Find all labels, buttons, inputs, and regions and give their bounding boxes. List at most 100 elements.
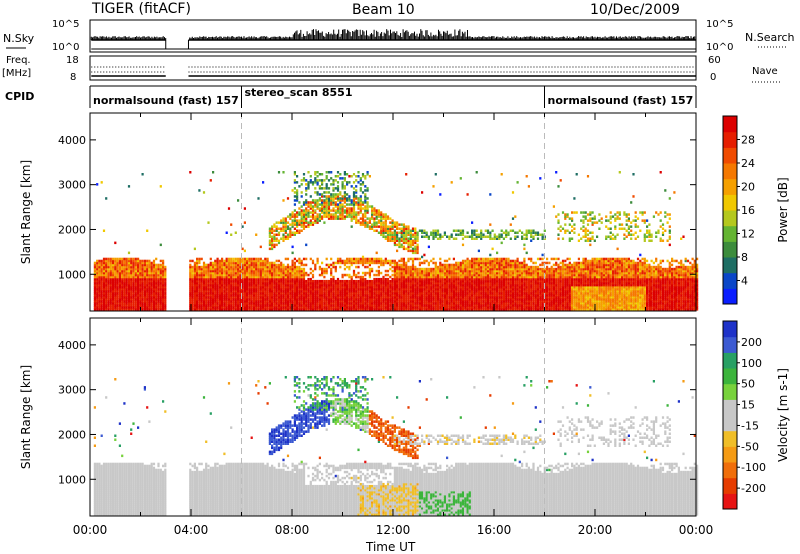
heatmap-cell [162,287,165,291]
heatmap-cell [296,225,299,228]
heatmap-cell [139,304,142,307]
heatmap-cell [114,294,117,297]
heatmap-cell [114,285,117,289]
heatmap-cell [277,300,281,303]
heatmap-cell [384,227,387,230]
heatmap-cell [289,304,292,307]
heatmap-cell [361,289,365,293]
heatmap-cell [214,302,217,305]
heatmap-cell [159,304,162,307]
heatmap-cell [255,275,258,279]
heatmap-cell [164,265,167,269]
heatmap-cell [296,221,299,224]
heatmap-cell [193,267,196,271]
heatmap-cell [311,273,315,277]
heatmap-cell [273,237,276,240]
heatmap-cell [336,287,340,291]
heatmap-cell [266,281,269,285]
nsky-trace [90,29,696,50]
heatmap-cell [407,265,410,269]
heatmap-cell [205,269,208,273]
heatmap-cell [380,225,383,228]
heatmap-cell [314,298,317,301]
heatmap-cell [373,211,376,214]
heatmap-cell [96,296,99,299]
heatmap-cell [359,211,362,214]
heatmap-cell [196,287,199,291]
heatmap-cell [209,277,212,281]
heatmap-cell [150,269,153,273]
heatmap-cell [148,308,151,311]
heatmap-cell [461,237,465,240]
heatmap-cell [102,298,106,301]
heatmap-cell [432,229,435,232]
heatmap-cell [196,306,199,309]
heatmap-cell [200,281,203,285]
heatmap-cell [448,235,451,238]
heatmap-cell [384,225,387,228]
heatmap-cell [371,257,374,261]
heatmap-cell [314,304,317,307]
heatmap-cell [471,221,474,224]
heatmap-cell [391,233,394,236]
heatmap-cell [330,213,333,216]
heatmap-cell [280,265,283,269]
heatmap-cell [284,235,287,238]
heatmap-cell [391,296,394,299]
heatmap-cell [134,263,137,267]
heatmap-cell [221,267,224,271]
heatmap-cell [361,219,365,222]
heatmap-cell [259,292,262,295]
heatmap-cell [141,261,144,265]
heatmap-cell [275,298,278,301]
heatmap-cell [355,217,358,220]
heatmap-cell [457,261,460,265]
heatmap-cell [432,261,435,265]
heatmap-cell [352,213,356,216]
heatmap-cell [366,289,369,293]
heatmap-cell [309,219,312,222]
heatmap-cell [361,300,365,303]
heatmap-cell [123,308,126,311]
heatmap-cell [284,306,287,309]
heatmap-cell [289,213,292,216]
heatmap-cell [275,300,278,303]
heatmap-cell [298,279,301,283]
heatmap-cell [361,255,365,259]
heatmap-cell [125,269,128,273]
heatmap-cell [116,285,119,289]
heatmap-cell [323,289,326,293]
heatmap-cell [189,308,192,311]
heatmap-cell [302,263,306,267]
heatmap-cell [359,207,362,210]
heatmap-cell [289,298,292,301]
heatmap-cell [234,267,237,271]
heatmap-cell [366,306,369,309]
heatmap-cell [384,231,387,234]
heatmap-cell [257,306,260,309]
heatmap-cell [327,285,331,289]
heatmap-cell [148,261,151,265]
heatmap-cell [105,197,108,200]
heatmap-cell [364,296,367,299]
heatmap-cell [391,265,394,269]
heatmap-cell [330,308,333,311]
heatmap-cell [241,304,244,307]
heatmap-cell [114,275,117,279]
heatmap-cell [164,271,167,275]
heatmap-cell [302,271,306,275]
heatmap-cell [132,271,135,275]
heatmap-cell [132,292,135,295]
heatmap-cell [132,296,135,299]
heatmap-cell [98,306,101,309]
heatmap-cell [243,300,246,303]
heatmap-cell [352,211,356,214]
heatmap-cell [316,217,319,220]
heatmap-cell [316,281,319,285]
heatmap-cell [146,294,149,297]
heatmap-cell [359,199,362,202]
heatmap-cell [318,279,321,283]
heatmap-cell [218,259,221,263]
heatmap-cell [368,279,371,283]
heatmap-cell [389,300,392,303]
